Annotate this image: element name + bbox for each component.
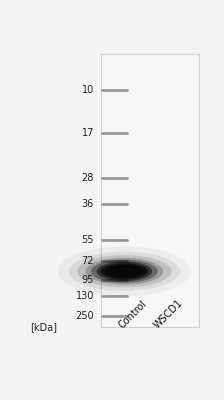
Ellipse shape bbox=[77, 255, 172, 287]
Text: 17: 17 bbox=[82, 128, 94, 138]
Ellipse shape bbox=[106, 265, 143, 278]
Text: Control: Control bbox=[117, 299, 149, 331]
Ellipse shape bbox=[97, 262, 152, 281]
Ellipse shape bbox=[91, 260, 158, 283]
Text: WSCD1: WSCD1 bbox=[152, 298, 185, 331]
Text: 72: 72 bbox=[82, 256, 94, 266]
Text: 55: 55 bbox=[82, 234, 94, 244]
Text: 10: 10 bbox=[82, 84, 94, 94]
Text: 95: 95 bbox=[82, 275, 94, 285]
Text: 250: 250 bbox=[75, 311, 94, 321]
Text: 130: 130 bbox=[75, 291, 94, 301]
Ellipse shape bbox=[86, 258, 163, 285]
Text: [kDa]: [kDa] bbox=[30, 322, 57, 332]
Text: 28: 28 bbox=[82, 173, 94, 183]
FancyBboxPatch shape bbox=[101, 54, 199, 327]
Ellipse shape bbox=[69, 252, 180, 291]
Text: 36: 36 bbox=[82, 198, 94, 208]
Ellipse shape bbox=[110, 266, 138, 276]
Ellipse shape bbox=[101, 263, 148, 279]
